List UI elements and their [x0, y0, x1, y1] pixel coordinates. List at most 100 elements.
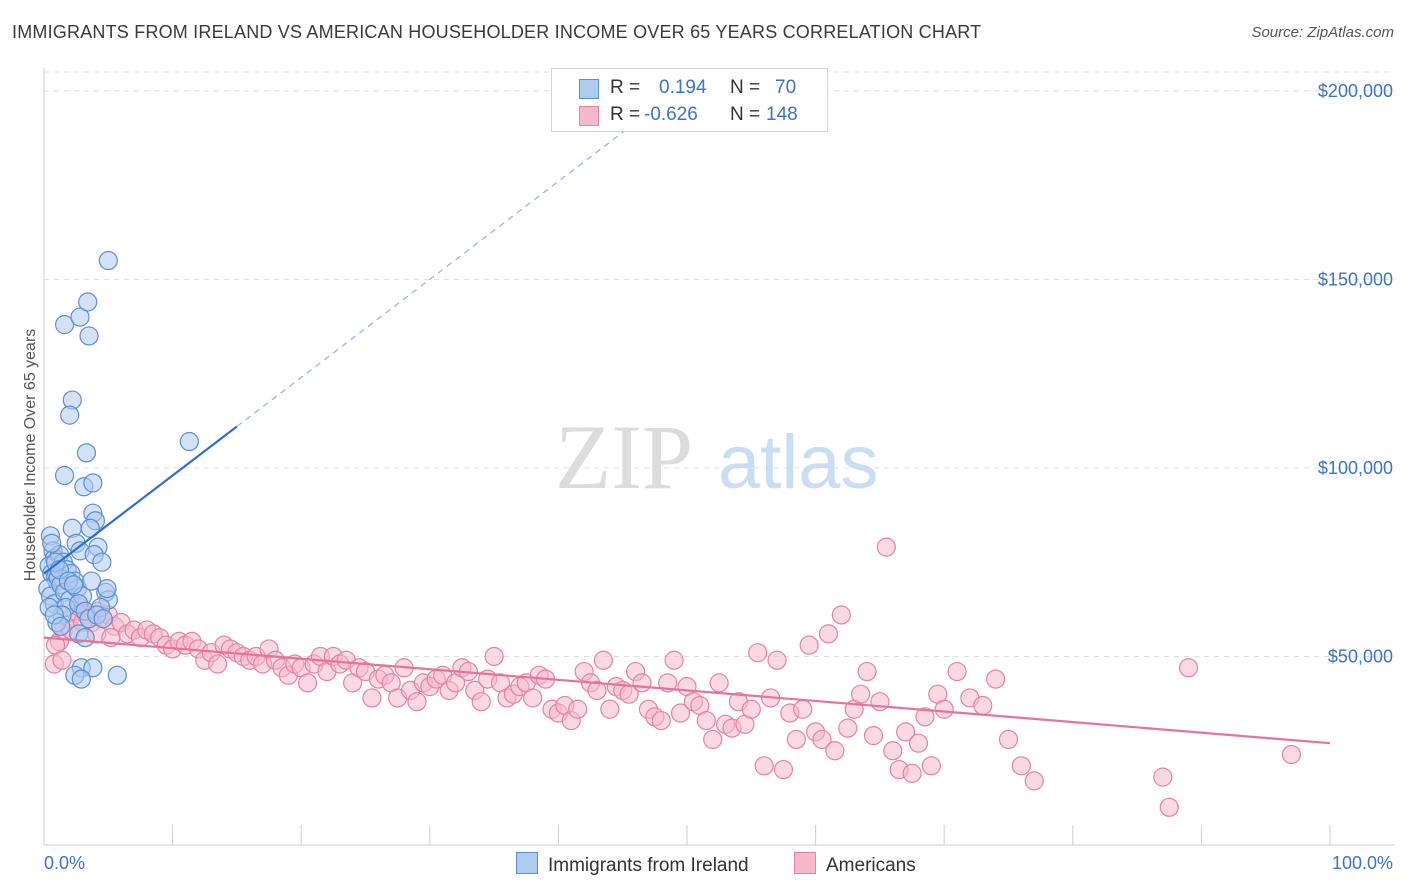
ireland-point	[76, 443, 97, 463]
american-point	[703, 729, 723, 750]
ireland-point	[107, 665, 127, 685]
ireland-point	[92, 552, 112, 572]
y-tick-label: $150,000	[1318, 269, 1393, 289]
american-point	[741, 699, 761, 719]
ireland-point	[79, 326, 99, 346]
american-point	[986, 669, 1006, 689]
american-point	[568, 699, 588, 719]
american-point	[1281, 744, 1302, 765]
chart-title: IMMIGRANTS FROM IRELAND VS AMERICAN HOUS…	[12, 22, 982, 42]
ireland-point	[51, 616, 71, 636]
ireland-trend-line	[43, 425, 238, 575]
ireland-trend-extension	[236, 82, 688, 427]
legend-swatch-pink	[579, 106, 599, 126]
bottom-legend-americans: Americans	[794, 852, 916, 877]
american-point	[973, 695, 993, 716]
y-tick-labels: $50,000 $100,000 $150,000 $200,000	[1318, 81, 1393, 667]
ireland-point	[60, 405, 80, 425]
american-point	[1011, 756, 1031, 776]
bottom-legend-label: Immigrants from Ireland	[548, 855, 749, 876]
american-point	[1178, 658, 1199, 678]
american-point	[793, 699, 813, 719]
american-point	[1024, 771, 1044, 791]
legend-r-value: -0.626	[644, 104, 698, 125]
american-point	[407, 692, 427, 712]
legend-r-value: 0.194	[659, 77, 707, 98]
ireland-point	[179, 431, 199, 452]
american-point	[754, 756, 774, 776]
legend-row-americans: R = -0.626 N = 148	[552, 100, 827, 128]
american-point	[947, 661, 967, 682]
ireland-point	[63, 575, 84, 595]
legend-r-label: R =	[610, 104, 641, 125]
source-credit: Source: ZipAtlas.com	[1251, 24, 1394, 41]
legend-n-label: N =	[730, 77, 761, 98]
american-point	[471, 692, 491, 712]
american-point	[664, 650, 684, 670]
american-point	[908, 733, 929, 753]
american-point	[1153, 767, 1173, 787]
ireland-point	[93, 609, 113, 629]
x-tick-label: 0.0%	[44, 853, 85, 873]
american-point	[915, 707, 935, 727]
y-tick-label: $100,000	[1318, 458, 1393, 478]
americans-trend-line	[43, 636, 1331, 745]
american-point	[818, 624, 839, 644]
bottom-legend-ireland: Immigrants from Ireland	[516, 852, 749, 877]
x-tick-labels: 0.0% 100.0%	[44, 853, 1393, 873]
watermark-atlas: atlas	[718, 420, 879, 505]
american-point	[670, 703, 691, 723]
ireland-point	[54, 315, 75, 335]
american-point	[696, 710, 716, 731]
american-point	[863, 726, 884, 746]
gridlines	[44, 71, 1395, 657]
american-point	[786, 729, 806, 750]
y-tick-label: $200,000	[1318, 81, 1393, 101]
bottom-legend-swatch-pink	[794, 852, 816, 874]
american-point	[632, 673, 652, 693]
american-point	[998, 729, 1019, 750]
watermark: ZIP atlas	[555, 406, 879, 508]
american-point	[593, 650, 614, 670]
american-point	[870, 692, 890, 712]
american-point	[773, 759, 794, 780]
american-point	[600, 699, 620, 719]
ireland-point	[54, 465, 75, 486]
legend-r-label: R =	[610, 77, 641, 98]
american-point	[1159, 797, 1179, 817]
y-tick-label: $50,000	[1328, 646, 1393, 666]
american-point	[651, 710, 671, 731]
american-point	[799, 635, 819, 655]
legend-swatch-blue	[579, 79, 599, 99]
correlation-legend: R = 0.194 N = 70 R = -0.626 N = 148	[551, 68, 828, 132]
american-point	[934, 699, 954, 719]
american-point	[851, 684, 871, 704]
trend-lines	[43, 82, 1331, 745]
american-point	[896, 722, 916, 742]
legend-row-ireland: R = 0.194 N = 70	[552, 73, 827, 101]
x-tick-label: 100.0%	[1332, 853, 1393, 873]
american-point	[523, 688, 543, 708]
bottom-legend-swatch-blue	[516, 852, 538, 874]
american-point	[825, 741, 845, 761]
american-point	[767, 650, 787, 670]
american-point	[902, 763, 922, 783]
y-axis-label: Householder Income Over 65 years	[22, 329, 39, 582]
bottom-legend-label: Americans	[826, 855, 916, 876]
americans-points	[44, 537, 1302, 817]
legend-n-value: 70	[775, 77, 797, 98]
american-point	[876, 537, 896, 557]
ireland-point	[98, 250, 118, 271]
american-point	[921, 756, 941, 776]
american-point	[587, 680, 607, 701]
american-point	[883, 741, 903, 761]
ireland-point	[70, 307, 90, 327]
legend-n-label: N =	[730, 104, 761, 125]
american-point	[362, 688, 382, 708]
ireland-point	[97, 578, 117, 599]
american-point	[298, 673, 318, 693]
american-point	[838, 718, 858, 738]
axes	[43, 68, 1395, 846]
legend-n-value: 148	[766, 104, 798, 125]
